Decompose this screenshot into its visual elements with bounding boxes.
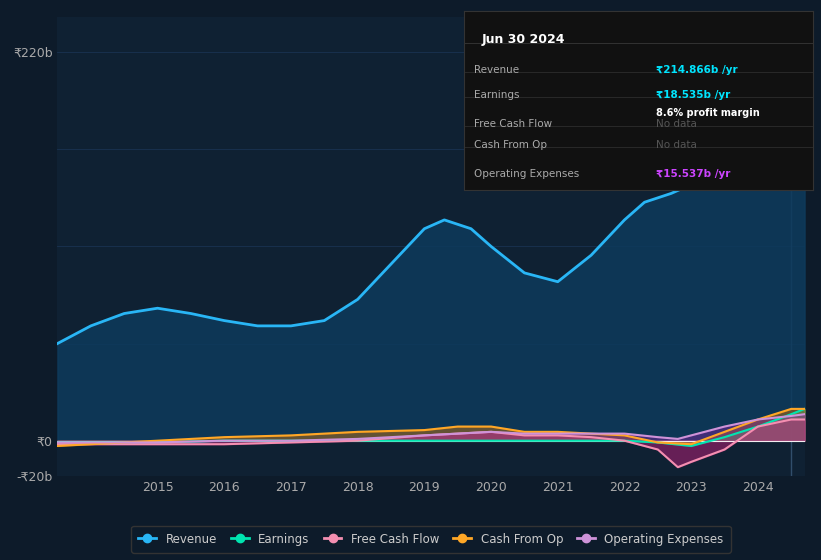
Text: No data: No data <box>656 119 697 129</box>
Text: Operating Expenses: Operating Expenses <box>475 169 580 179</box>
Text: ₹15.537b /yr: ₹15.537b /yr <box>656 169 730 179</box>
Legend: Revenue, Earnings, Free Cash Flow, Cash From Op, Operating Expenses: Revenue, Earnings, Free Cash Flow, Cash … <box>131 526 731 553</box>
Text: Earnings: Earnings <box>475 90 520 100</box>
Text: Jun 30 2024: Jun 30 2024 <box>481 32 565 46</box>
Text: ₹18.535b /yr: ₹18.535b /yr <box>656 90 730 100</box>
Text: 8.6% profit margin: 8.6% profit margin <box>656 108 759 118</box>
Text: Revenue: Revenue <box>475 65 520 75</box>
Text: Free Cash Flow: Free Cash Flow <box>475 119 553 129</box>
Text: ₹214.866b /yr: ₹214.866b /yr <box>656 65 737 75</box>
Text: Cash From Op: Cash From Op <box>475 140 548 150</box>
Text: No data: No data <box>656 140 697 150</box>
